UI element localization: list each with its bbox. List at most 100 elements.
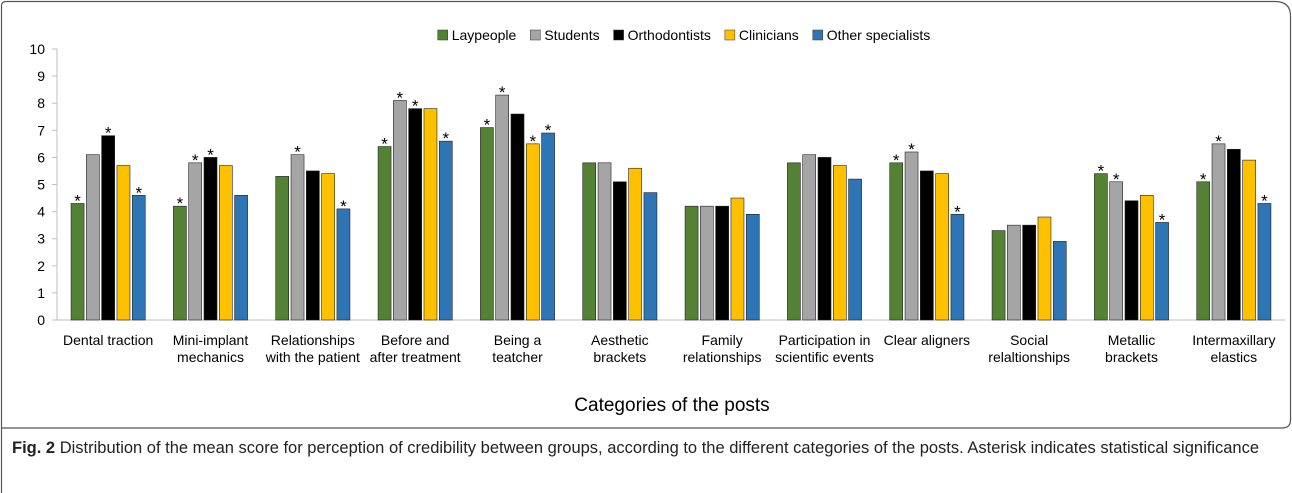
- bar: [480, 127, 494, 321]
- bar: [275, 176, 290, 321]
- bar: [1094, 173, 1108, 321]
- y-tick-label: 10: [29, 41, 45, 57]
- x-tick-label: Family relationships: [683, 332, 762, 365]
- caption-label: Fig. 2: [12, 439, 56, 457]
- bar: [321, 173, 335, 321]
- bar: [1124, 200, 1139, 321]
- bar: [377, 146, 392, 321]
- bar: [131, 195, 146, 321]
- significance-marker: *: [1261, 191, 1268, 210]
- bar: [889, 162, 904, 321]
- bar: [336, 208, 351, 321]
- significance-marker: *: [908, 140, 915, 159]
- significance-marker: *: [954, 202, 961, 221]
- significance-marker: *: [412, 97, 419, 116]
- x-tick-label: Intermaxillary elastics: [1192, 332, 1275, 365]
- y-tick-label: 0: [37, 312, 45, 328]
- bar: [904, 151, 919, 321]
- bar: [684, 205, 699, 321]
- significance-marker: *: [529, 132, 536, 151]
- significance-marker: *: [340, 197, 347, 216]
- bar: [582, 162, 597, 321]
- legend-label: Orthodontists: [628, 27, 711, 43]
- legend-swatch: [724, 29, 736, 41]
- y-tick-label: 2: [37, 258, 45, 274]
- y-tick-label: 4: [37, 204, 45, 220]
- bar: [510, 113, 525, 321]
- bar: [1227, 148, 1241, 321]
- bar: [832, 165, 847, 321]
- bar: [234, 195, 248, 321]
- significance-marker: *: [192, 151, 199, 170]
- bar: [116, 165, 131, 321]
- significance-marker: *: [545, 121, 552, 140]
- significance-marker: *: [1113, 170, 1120, 189]
- significance-marker: *: [177, 194, 184, 213]
- bar: [70, 203, 85, 321]
- significance-marker: *: [1215, 132, 1222, 151]
- significance-marker: *: [484, 116, 491, 135]
- bar: [290, 154, 305, 321]
- x-tick-label: Clear aligners: [884, 332, 970, 348]
- legend-swatch: [530, 29, 541, 41]
- bar: [613, 181, 627, 321]
- x-tick-label: Before and after treatment: [370, 332, 461, 365]
- bar: [1140, 195, 1154, 321]
- bar: [525, 143, 540, 321]
- bar: [920, 170, 934, 321]
- bar: [188, 162, 202, 321]
- bar: [219, 165, 233, 321]
- significance-marker: *: [1098, 162, 1105, 181]
- y-tick-label: 9: [37, 68, 45, 84]
- bar: [408, 108, 422, 321]
- significance-marker: *: [105, 124, 112, 143]
- x-tick-label: Metallic brackets: [1105, 332, 1158, 365]
- significance-marker: *: [499, 83, 506, 102]
- bar: [787, 162, 801, 321]
- bar: [991, 230, 1006, 321]
- bar: [935, 173, 949, 321]
- legend-swatch: [437, 29, 448, 41]
- significance-marker: *: [135, 183, 142, 202]
- bar: [730, 197, 745, 321]
- y-tick-label: 5: [37, 177, 45, 193]
- significance-marker: *: [442, 129, 449, 148]
- bar: [817, 157, 832, 321]
- y-tick-label: 6: [37, 149, 45, 165]
- bar: [950, 214, 965, 321]
- bar: [1196, 181, 1211, 321]
- bar: [173, 205, 187, 321]
- x-tick-label: Dental traction: [63, 332, 153, 348]
- bar: [802, 154, 817, 321]
- legend-swatch: [613, 29, 624, 41]
- bar: [700, 205, 714, 321]
- legend-label: Other specialists: [827, 27, 930, 43]
- significance-marker: *: [74, 191, 81, 210]
- bar: [86, 154, 100, 321]
- bar: [643, 192, 658, 321]
- x-tick-label: Being a teatcher: [492, 332, 543, 365]
- significance-marker: *: [381, 135, 388, 154]
- x-tick-label: Relationships with the patient: [265, 332, 360, 365]
- bar: [306, 170, 320, 321]
- bar: [541, 132, 555, 321]
- legend-label: Clinicians: [739, 27, 799, 43]
- bar: [495, 94, 510, 321]
- significance-marker: *: [397, 88, 404, 107]
- y-tick-label: 8: [37, 95, 45, 111]
- bar: [1022, 224, 1036, 321]
- x-tick-label: Social relaltionships: [988, 332, 1070, 365]
- bar: [1109, 181, 1123, 321]
- significance-marker: *: [1200, 170, 1207, 189]
- legend-label: Students: [544, 27, 599, 43]
- significance-marker: *: [893, 151, 900, 170]
- significance-marker: *: [207, 145, 214, 164]
- bar: [101, 135, 115, 321]
- legend-swatch: [812, 29, 824, 41]
- y-tick-label: 1: [37, 285, 45, 301]
- bar: [715, 205, 729, 321]
- bar: [1007, 224, 1021, 321]
- bar: [597, 162, 612, 321]
- x-tick-label: Aesthetic brackets: [591, 332, 649, 365]
